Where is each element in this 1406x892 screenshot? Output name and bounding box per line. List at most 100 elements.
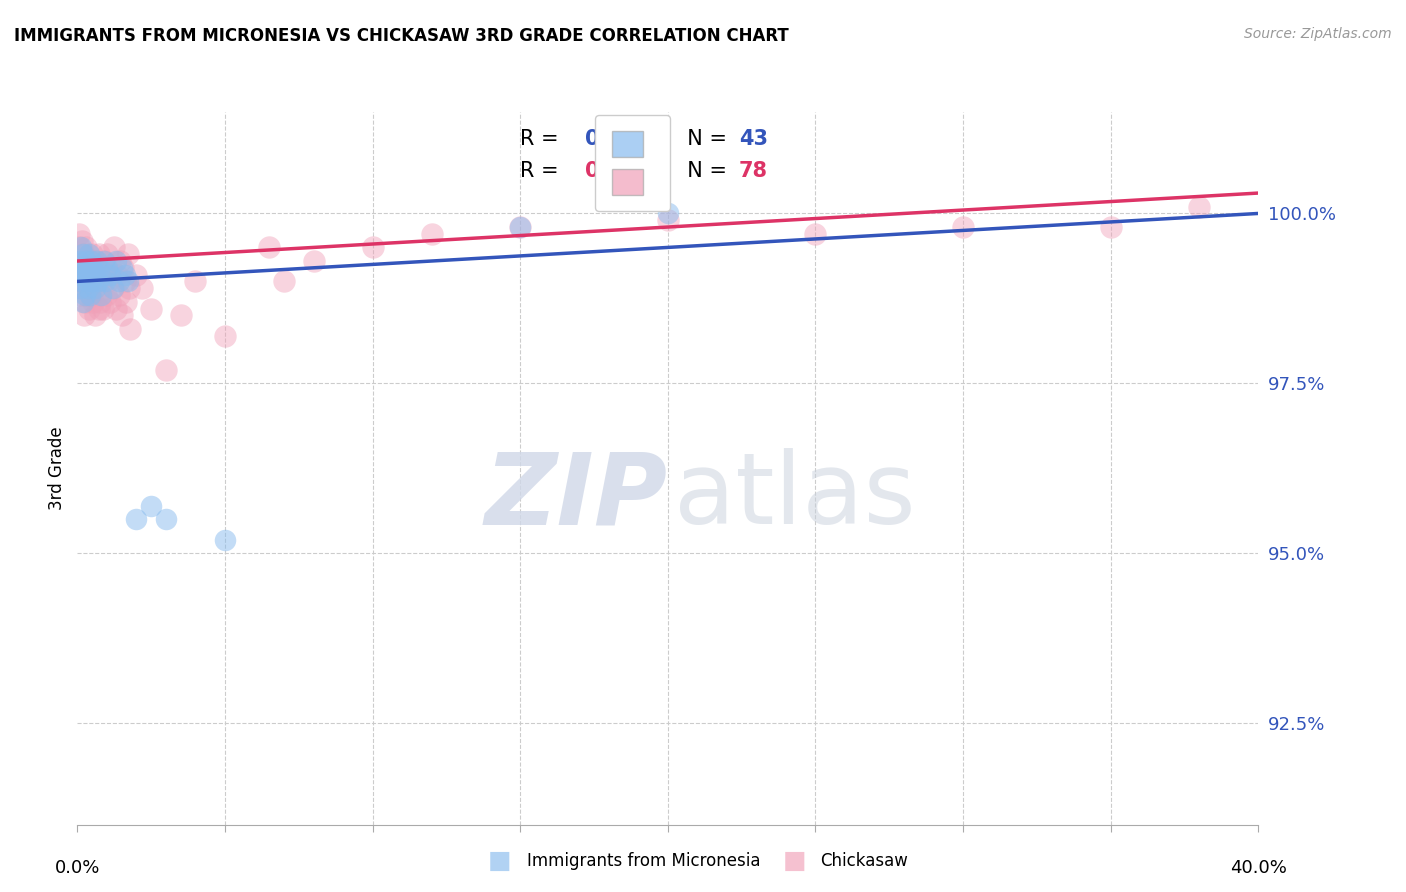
- Point: [75, 274, 97, 288]
- Point: [77, 274, 100, 288]
- Point: [89, 301, 111, 316]
- Point: [84, 274, 107, 288]
- Point: [273, 274, 295, 288]
- Point: [302, 254, 325, 268]
- Point: [70, 260, 93, 275]
- Point: [117, 274, 139, 288]
- Point: [73, 309, 96, 323]
- Point: [118, 281, 141, 295]
- Point: [97, 274, 120, 288]
- Point: [89, 294, 111, 309]
- Point: [115, 294, 138, 309]
- Point: [72, 247, 94, 261]
- Point: [112, 260, 135, 275]
- Point: [86, 254, 108, 268]
- Point: [89, 260, 111, 275]
- Point: [84, 254, 107, 268]
- Point: [76, 260, 98, 275]
- Point: [80, 288, 103, 302]
- Point: [111, 309, 132, 323]
- Point: [214, 328, 236, 343]
- Point: [91, 301, 114, 316]
- Text: 0.361: 0.361: [585, 161, 651, 181]
- Point: [120, 322, 142, 336]
- Point: [75, 240, 97, 254]
- Point: [103, 240, 125, 254]
- Point: [94, 274, 117, 288]
- Point: [87, 274, 110, 288]
- Point: [72, 281, 94, 295]
- Text: 43: 43: [738, 129, 768, 149]
- Text: IMMIGRANTS FROM MICRONESIA VS CHICKASAW 3RD GRADE CORRELATION CHART: IMMIGRANTS FROM MICRONESIA VS CHICKASAW …: [14, 27, 789, 45]
- Point: [96, 260, 118, 275]
- Text: ZIP: ZIP: [485, 449, 668, 545]
- Point: [82, 254, 104, 268]
- Point: [73, 268, 96, 282]
- Point: [125, 512, 148, 526]
- Point: [83, 268, 105, 282]
- Point: [70, 288, 93, 302]
- Point: [509, 220, 531, 235]
- Point: [214, 533, 236, 547]
- Text: 78: 78: [738, 161, 768, 181]
- Point: [79, 288, 101, 302]
- Point: [80, 247, 103, 261]
- Point: [77, 281, 100, 295]
- Text: atlas: atlas: [673, 449, 915, 545]
- Point: [361, 240, 384, 254]
- Point: [141, 499, 163, 513]
- Point: [170, 309, 193, 323]
- Text: ■: ■: [488, 849, 510, 872]
- Point: [184, 274, 207, 288]
- Point: [83, 260, 105, 275]
- Text: N =: N =: [673, 129, 734, 149]
- Point: [70, 274, 93, 288]
- Point: [509, 220, 531, 235]
- Point: [67, 227, 90, 241]
- Point: [98, 268, 121, 282]
- Point: [82, 260, 104, 275]
- Point: [90, 274, 112, 288]
- Point: [69, 254, 91, 268]
- Point: [80, 274, 103, 288]
- Point: [94, 268, 117, 282]
- Text: 0.144: 0.144: [585, 129, 651, 149]
- Point: [155, 512, 177, 526]
- Point: [108, 254, 131, 268]
- Point: [804, 227, 827, 241]
- Point: [93, 254, 115, 268]
- Point: [69, 274, 91, 288]
- Point: [84, 309, 107, 323]
- Point: [77, 247, 100, 261]
- Text: R =: R =: [520, 161, 565, 181]
- Point: [141, 301, 163, 316]
- Point: [125, 268, 148, 282]
- Point: [69, 268, 91, 282]
- Point: [72, 247, 94, 261]
- Point: [77, 268, 100, 282]
- Point: [75, 254, 97, 268]
- Point: [90, 260, 112, 275]
- Point: [73, 268, 96, 282]
- Point: [117, 247, 139, 261]
- Point: [83, 274, 105, 288]
- Text: 0.0%: 0.0%: [55, 859, 100, 877]
- Point: [76, 260, 98, 275]
- Point: [75, 254, 97, 268]
- Point: [79, 268, 101, 282]
- Legend: , : ,: [595, 115, 669, 211]
- Text: 40.0%: 40.0%: [1230, 859, 1286, 877]
- Point: [70, 234, 93, 248]
- Point: [105, 268, 128, 282]
- Point: [114, 268, 136, 282]
- Text: ■: ■: [783, 849, 806, 872]
- Point: [87, 247, 110, 261]
- Point: [107, 288, 129, 302]
- Point: [84, 281, 107, 295]
- Point: [91, 268, 114, 282]
- Point: [79, 288, 101, 302]
- Point: [1099, 220, 1122, 235]
- Text: Immigrants from Micronesia: Immigrants from Micronesia: [527, 852, 761, 870]
- Point: [111, 260, 132, 275]
- Text: Source: ZipAtlas.com: Source: ZipAtlas.com: [1244, 27, 1392, 41]
